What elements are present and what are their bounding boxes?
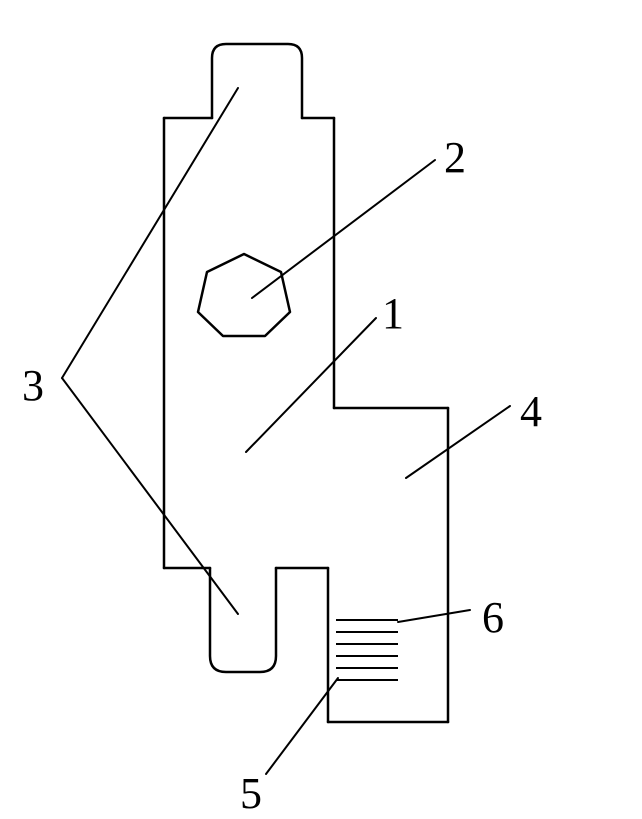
label-4: 4	[520, 386, 542, 437]
label-3: 3	[22, 360, 44, 411]
label-6: 6	[482, 592, 504, 643]
hatch-region	[336, 620, 398, 680]
technical-diagram	[0, 0, 642, 816]
label-1: 1	[382, 288, 404, 339]
label-2: 2	[444, 132, 466, 183]
heptagon-feature	[198, 254, 290, 336]
leader-lines	[62, 88, 510, 774]
label-5: 5	[240, 768, 262, 819]
